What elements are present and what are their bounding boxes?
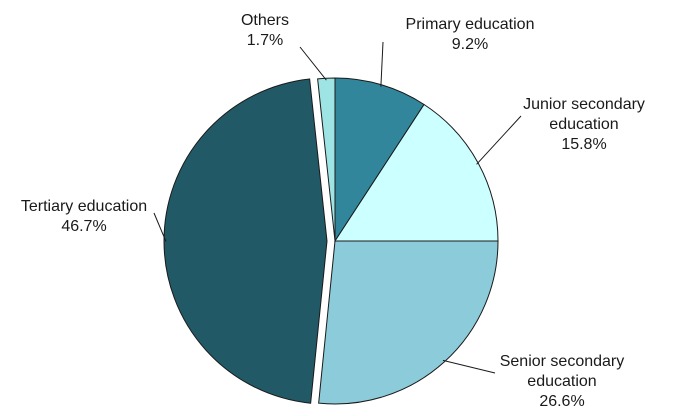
label-name: Tertiary education (21, 198, 147, 215)
leader-lines (153, 41, 522, 374)
label-name: Primary education (406, 16, 535, 33)
leader-line-primary-education (380, 41, 384, 87)
leader-line-others (299, 46, 327, 81)
label-name: education (527, 373, 596, 390)
slice-others (317, 77, 336, 242)
label-value: 15.8% (561, 136, 606, 153)
label-senior-secondary-education: Senior secondary education 26.6% (500, 353, 625, 410)
leader-line-senior-secondary-education (442, 359, 496, 374)
label-value: 46.7% (61, 218, 106, 235)
label-name: Senior secondary (500, 353, 625, 370)
label-junior-secondary-education: Junior secondary education 15.8% (523, 96, 645, 153)
label-value: 1.7% (247, 32, 283, 49)
slice-junior-secondary-education (334, 103, 499, 242)
label-name: Junior secondary (523, 96, 645, 113)
slice-tertiary-education (163, 78, 328, 404)
leader-line-junior-secondary-education (476, 115, 522, 165)
leader-line-tertiary-education (153, 212, 167, 242)
label-primary-education: Primary education 9.2% (406, 16, 535, 53)
label-others: Others 1.7% (241, 12, 289, 49)
label-value: 26.6% (539, 393, 584, 410)
pie-slices (163, 77, 499, 405)
slice-senior-secondary-education (318, 240, 499, 405)
label-value: 9.2% (452, 36, 488, 53)
label-tertiary-education: Tertiary education 46.7% (21, 198, 147, 235)
label-name: education (549, 116, 618, 133)
label-name: Others (241, 12, 289, 29)
slice-labels: Primary education 9.2% Junior secondary edu… (21, 12, 645, 410)
